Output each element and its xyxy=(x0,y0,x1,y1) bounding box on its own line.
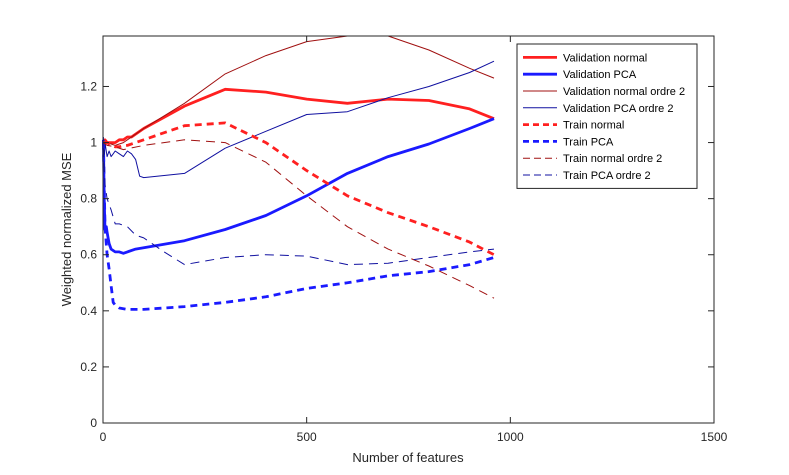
legend: Validation normal Validation PCA Validatio… xyxy=(516,43,698,189)
legend-label: Train normal xyxy=(563,120,624,132)
y-tick-label: 1.2 xyxy=(80,79,97,93)
legend-label: Validation PCA xyxy=(563,69,637,81)
series-lines xyxy=(102,35,495,311)
x-tick-label: 1000 xyxy=(497,430,524,444)
series-line-3 xyxy=(103,35,495,146)
x-tick-label: 1500 xyxy=(701,430,728,444)
series-line-5 xyxy=(103,121,495,256)
legend-label: Validation normal xyxy=(563,52,647,64)
legend-label: Train PCA xyxy=(563,136,614,148)
x-tick-label: 500 xyxy=(297,430,317,444)
x-axis-label: Number of features xyxy=(352,450,464,465)
axis-ticks: 0 500 1000 1500 0 0.2 0.4 0.6 0.8 1 1.2 xyxy=(80,36,728,444)
y-tick-label: 0.4 xyxy=(80,304,97,318)
legend-label: Train PCA ordre 2 xyxy=(563,170,651,182)
legend-label: Train normal ordre 2 xyxy=(563,153,662,165)
y-tick-label: 0 xyxy=(90,416,97,430)
y-tick-label: 0.6 xyxy=(80,248,97,262)
y-tick-label: 0.8 xyxy=(80,192,97,206)
plot-frame xyxy=(102,35,715,424)
legend-label: Validation PCA ordre 2 xyxy=(563,103,673,115)
x-tick-label: 0 xyxy=(100,430,107,444)
series-line-6 xyxy=(102,142,495,311)
series-line-2 xyxy=(102,117,495,255)
series-line-4 xyxy=(102,60,495,179)
legend-label: Validation normal ordre 2 xyxy=(563,86,685,98)
y-tick-label: 0.2 xyxy=(80,360,97,374)
series-line-8 xyxy=(102,148,495,266)
y-axis-label: Weighted normalized MSE xyxy=(59,152,74,306)
legend-box xyxy=(516,43,698,189)
y-tick-label: 1 xyxy=(90,136,97,150)
